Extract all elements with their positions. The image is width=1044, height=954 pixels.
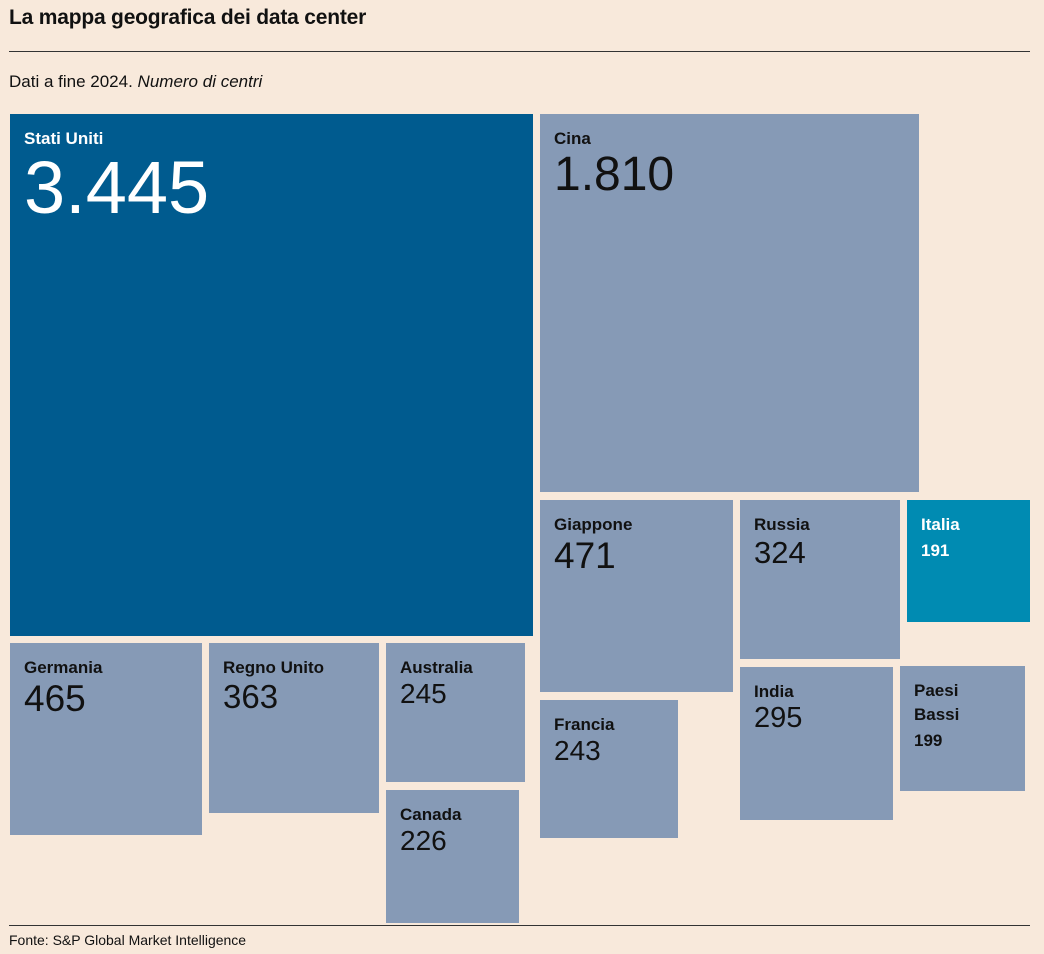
treemap-cell-stati-uniti: Stati Uniti 3.445: [10, 114, 533, 636]
cell-label: Giappone: [554, 515, 633, 534]
treemap-cell-india: India 295: [740, 667, 893, 820]
cell-value: 3.445: [24, 146, 210, 229]
cell-label: Italia: [921, 515, 960, 534]
cell-label: Paesi Bassi: [914, 681, 960, 724]
treemap-cell-francia: Francia 243: [540, 700, 678, 838]
treemap-cell-giappone: Giappone 471: [540, 500, 733, 692]
chart-subtitle: Dati a fine 2024. Numero di centri: [9, 72, 262, 92]
treemap-cell-italia: Italia 191: [907, 500, 1030, 622]
cell-value: 226: [400, 825, 447, 856]
bottom-rule: [9, 925, 1030, 926]
treemap-cell-germania: Germania 465: [10, 643, 202, 835]
cell-value: 324: [754, 535, 806, 570]
treemap-cell-regno-unito: Regno Unito 363: [209, 643, 379, 813]
treemap-cell-cina: Cina 1.810: [540, 114, 919, 492]
cell-label: Stati Uniti: [24, 129, 104, 148]
treemap-cell-australia: Australia 245: [386, 643, 525, 782]
cell-value: 199: [914, 731, 943, 750]
cell-value: 471: [554, 535, 616, 576]
cell-label: India: [754, 682, 794, 701]
cell-label: Germania: [24, 658, 103, 677]
cell-value: 363: [223, 678, 279, 715]
subtitle-unit: Numero di centri: [137, 72, 263, 91]
subtitle-main: Dati a fine 2024.: [9, 72, 133, 91]
treemap-cell-canada: Canada 226: [386, 790, 519, 923]
cell-label: Canada: [400, 805, 462, 824]
cell-label: Cina: [554, 129, 591, 148]
cell-label: Francia: [554, 715, 615, 734]
cell-value: 245: [400, 678, 447, 709]
cell-value: 295: [754, 702, 803, 734]
source-note: Fonte: S&P Global Market Intelligence: [9, 932, 247, 948]
chart-title: La mappa geografica dei data center: [9, 6, 367, 29]
treemap-cell-paesi-bassi: Paesi Bassi 199: [900, 666, 1025, 791]
cell-value: 191: [921, 541, 950, 560]
treemap-cell-russia: Russia 324: [740, 500, 900, 659]
cell-label: Regno Unito: [223, 658, 325, 677]
cell-label: Australia: [400, 658, 473, 677]
top-rule: [9, 51, 1030, 52]
cell-value: 243: [554, 735, 601, 766]
cell-value: 1.810: [554, 148, 675, 201]
cell-label: Russia: [754, 515, 810, 534]
cell-value: 465: [24, 678, 86, 719]
